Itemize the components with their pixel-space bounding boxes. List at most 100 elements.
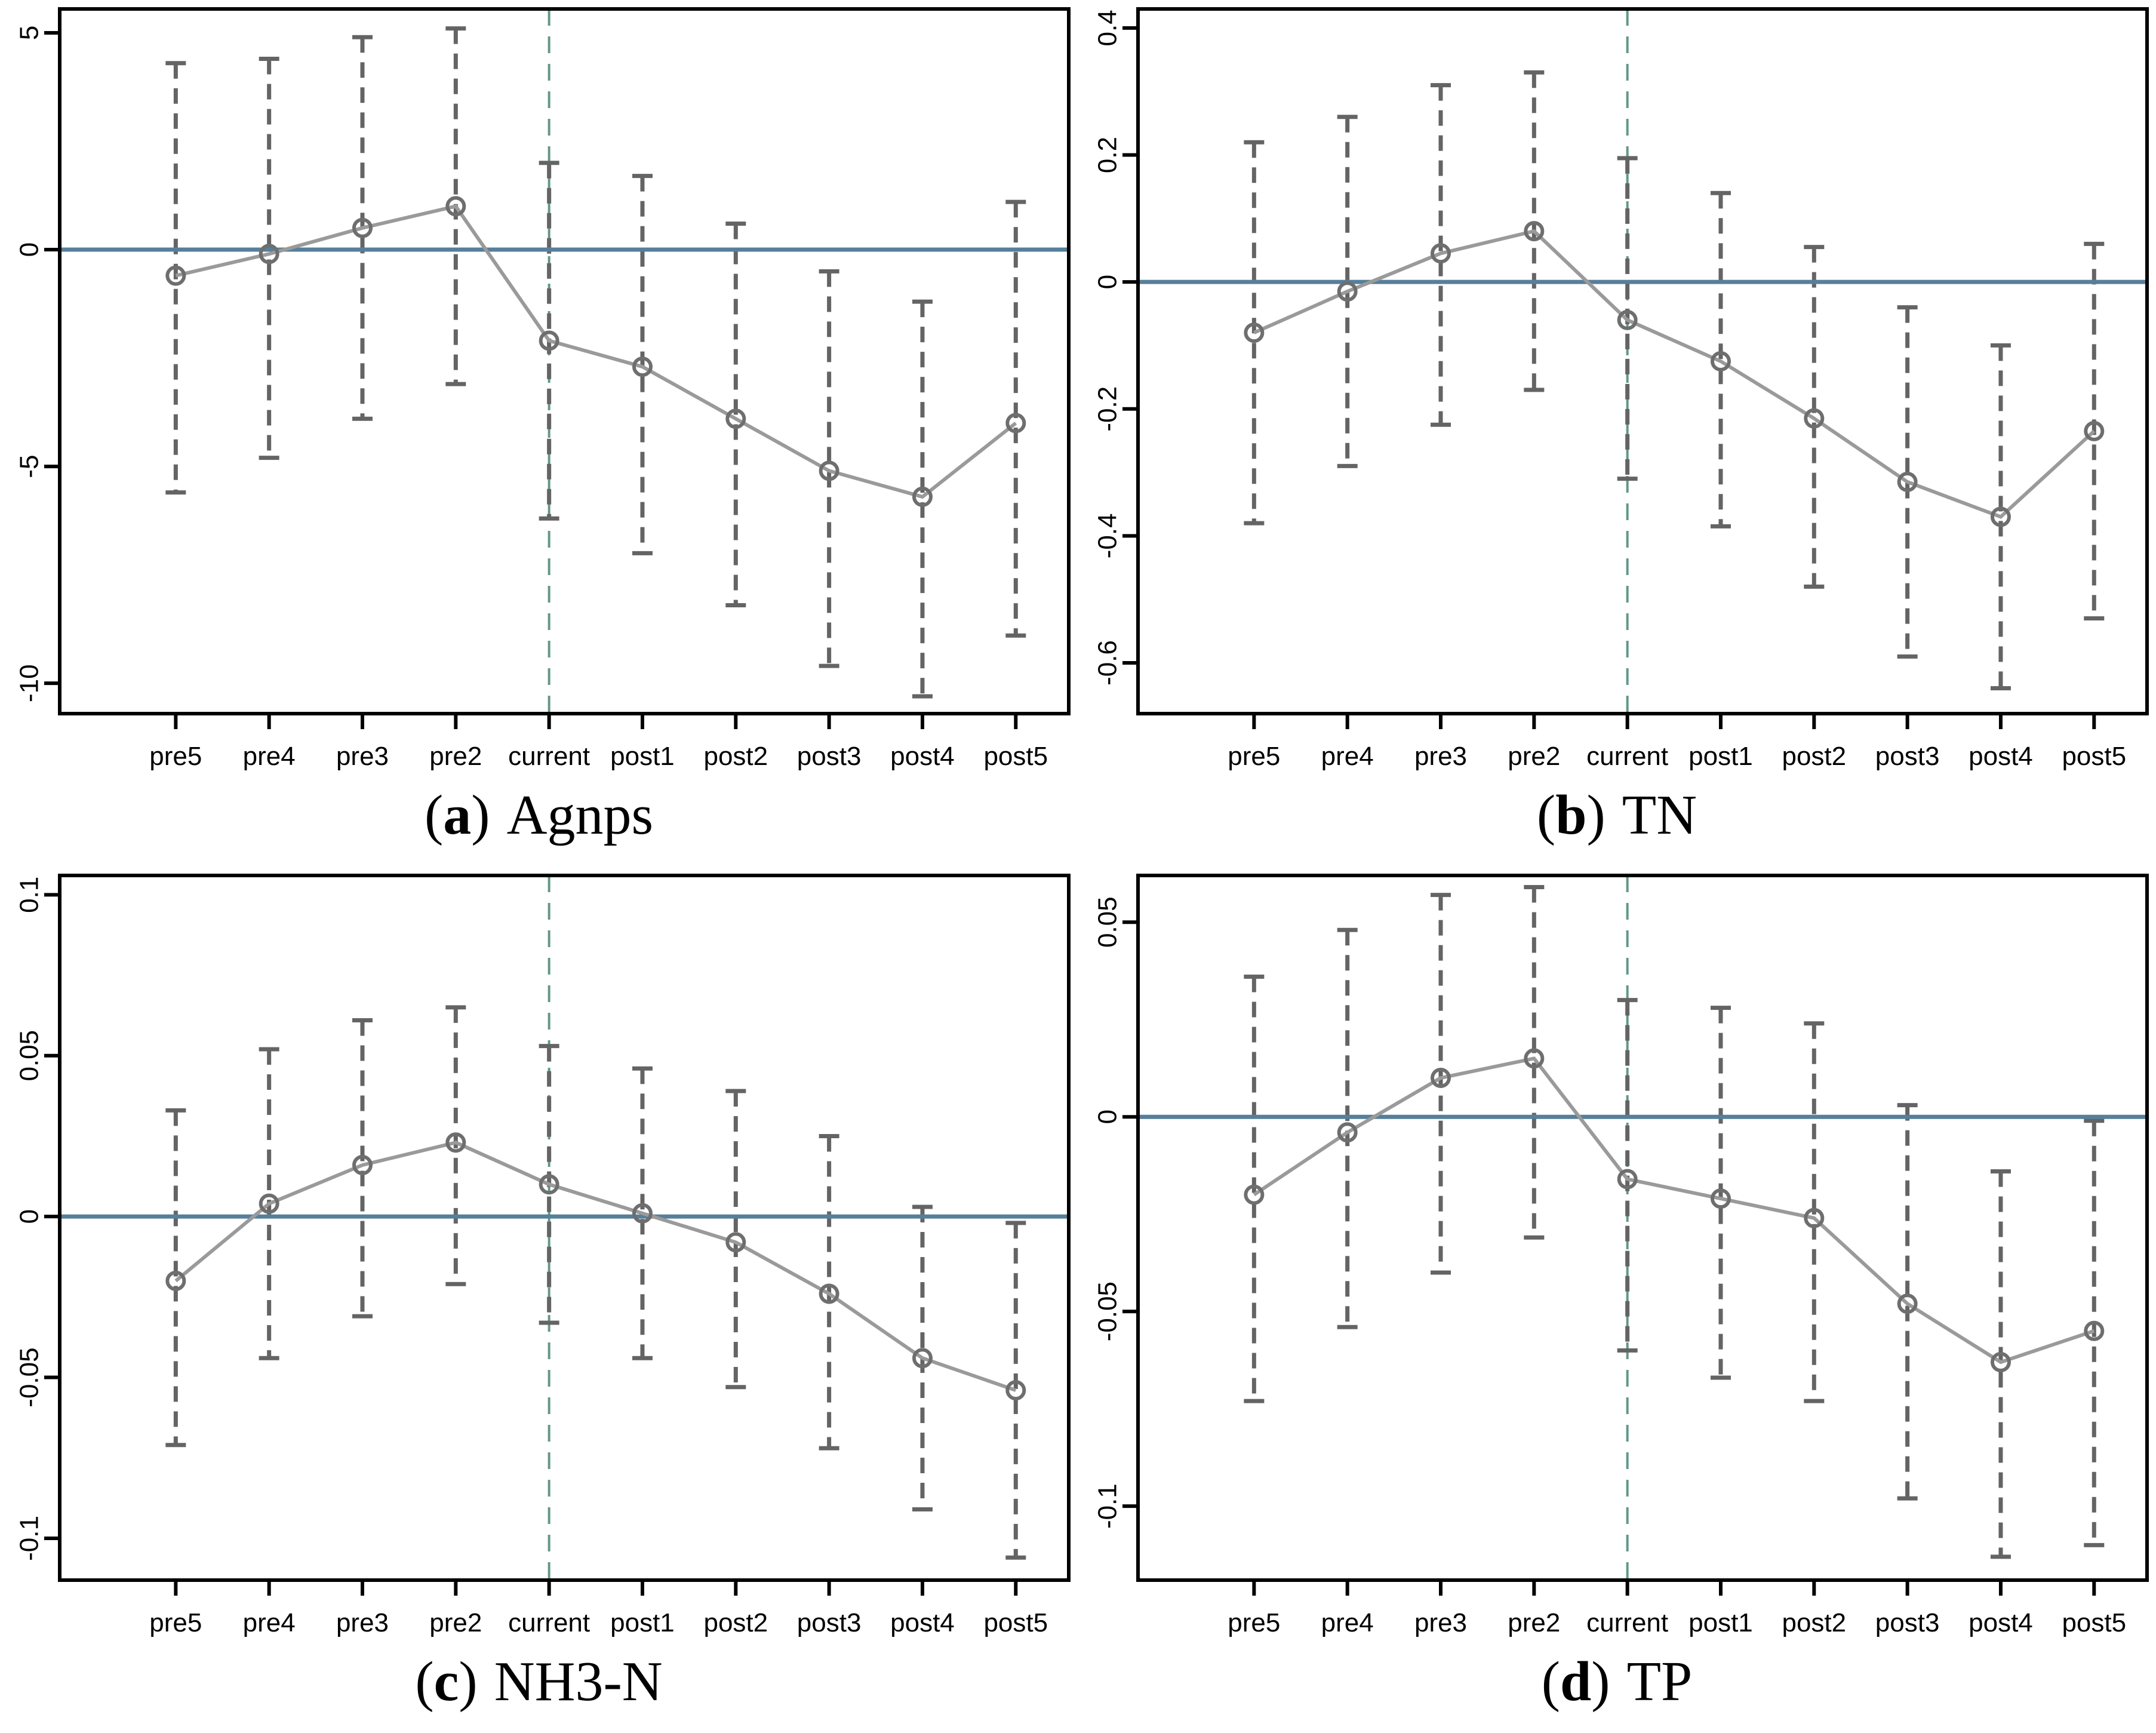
- x-tick-label: pre5: [149, 1608, 202, 1637]
- y-tick-label: 0.2: [1093, 137, 1122, 173]
- point-marker: [1803, 1207, 1824, 1228]
- x-tick-label: post4: [1969, 1608, 2033, 1637]
- x-tick-label: post5: [983, 1608, 1048, 1637]
- caption-letter: c: [433, 1651, 459, 1713]
- x-tick-label: pre3: [336, 1608, 389, 1637]
- x-tick-label: pre3: [1414, 1608, 1466, 1637]
- point-marker: [1803, 408, 1824, 429]
- y-tick-label: -0.4: [1093, 513, 1122, 558]
- panel-c-caption: (c) NH3-N: [415, 1651, 662, 1713]
- x-tick-label: post2: [1782, 1608, 1846, 1637]
- y-tick-label: 0.1: [14, 877, 44, 913]
- plot-frame: [1136, 874, 2149, 1582]
- y-tick-label: -0.05: [1093, 1282, 1122, 1341]
- panel-c: 0.1 0.05 0 -0.05 -0.1 pre5 pre4 pre3 pre2 current…: [0, 866, 1078, 1733]
- markers: [165, 196, 1026, 507]
- y-tick-label: 0: [1093, 275, 1122, 289]
- point-marker: [1990, 1351, 2011, 1372]
- x-tick-label: pre2: [1508, 1608, 1560, 1637]
- panel-d-caption: (d) TP: [1542, 1651, 1693, 1713]
- caption-letter: a: [443, 784, 472, 846]
- panel-c-plot: 0.1 0.05 0 -0.05 -0.1 pre5 pre4 pre3 pre2 current…: [14, 874, 1071, 1637]
- point-marker: [725, 408, 746, 429]
- y-tick-label: 5: [14, 26, 44, 40]
- x-tick-label: pre2: [1508, 742, 1560, 771]
- y-axis: 5 0 -5 -10: [14, 26, 60, 702]
- point-marker: [1337, 1122, 1358, 1143]
- x-tick-label: post1: [610, 1608, 675, 1637]
- point-marker: [352, 217, 373, 238]
- x-axis: pre5 pre4 pre3 pre2 current post1 post2 post3 po…: [149, 714, 1048, 771]
- point-marker: [1897, 1293, 1918, 1314]
- x-tick-label: pre5: [1228, 1608, 1280, 1637]
- series-line: [175, 204, 1017, 499]
- point-marker: [1897, 471, 1918, 492]
- x-tick-label: pre4: [1321, 1608, 1373, 1637]
- point-marker: [725, 1232, 746, 1253]
- plot-frame: [58, 874, 1071, 1582]
- point-marker: [819, 460, 839, 481]
- x-tick-label: pre4: [1321, 742, 1373, 771]
- point-marker: [632, 357, 653, 377]
- panel-b-caption: (b) TN: [1536, 784, 1697, 846]
- plot-frame: [58, 7, 1071, 715]
- point-marker: [1005, 1380, 1026, 1401]
- caption-label: Agnps: [506, 784, 654, 846]
- point-marker: [1337, 281, 1358, 302]
- y-tick-label: 0: [14, 1209, 44, 1224]
- panel-a-plot: 5 0 -5 -10 pre5 pre4 pre3 pre2 current post1 post2…: [14, 7, 1071, 771]
- caption-letter: d: [1560, 1651, 1592, 1713]
- point-marker: [1617, 1169, 1638, 1190]
- caption-label: TP: [1626, 1651, 1693, 1713]
- y-tick-label: 0: [1093, 1110, 1122, 1124]
- point-marker: [445, 196, 466, 217]
- plot-frame: [1136, 7, 2149, 715]
- point-marker: [352, 1154, 373, 1175]
- caption-close-paren: ): [471, 784, 490, 846]
- point-marker: [1523, 1048, 1544, 1069]
- x-tick-label: post3: [797, 1608, 862, 1637]
- point-marker: [165, 1270, 186, 1291]
- x-tick-label: post2: [703, 742, 768, 771]
- x-tick-label: pre2: [429, 1608, 482, 1637]
- x-tick-label: pre5: [149, 742, 202, 771]
- x-tick-label: post5: [983, 742, 1048, 771]
- y-axis: 0.1 0.05 0 -0.05 -0.1: [14, 877, 60, 1561]
- caption-letter: b: [1555, 784, 1587, 846]
- point-marker: [539, 330, 559, 351]
- point-marker: [632, 1203, 653, 1224]
- x-tick-label: post2: [1782, 742, 1846, 771]
- panel-b-plot: 0.4 0.2 0 -0.2 -0.4 -0.6 pre5 pre4 pre3 pre2 curre…: [1093, 7, 2149, 771]
- point-marker: [1430, 243, 1451, 264]
- series-line: [1253, 229, 2095, 519]
- x-tick-label: post1: [1688, 742, 1753, 771]
- x-tick-label: post4: [1969, 742, 2033, 771]
- point-marker: [2083, 1320, 2104, 1341]
- point-marker: [1523, 221, 1544, 242]
- x-tick-label: pre4: [243, 1608, 296, 1637]
- point-marker: [1710, 351, 1731, 371]
- y-tick-label: -0.6: [1093, 640, 1122, 686]
- caption-open-paren: (: [415, 1651, 434, 1713]
- y-tick-label: 0: [14, 242, 44, 257]
- x-tick-label: pre3: [1414, 742, 1466, 771]
- x-tick-label: post3: [797, 742, 862, 771]
- x-tick-label: pre3: [336, 742, 389, 771]
- point-marker: [259, 244, 279, 265]
- point-marker: [165, 265, 186, 286]
- y-tick-label: 0.05: [1093, 896, 1122, 948]
- x-tick-label: current: [1586, 742, 1668, 771]
- markers: [165, 1132, 1026, 1401]
- point-marker: [1243, 1184, 1264, 1205]
- x-tick-label: post1: [610, 742, 675, 771]
- point-marker: [259, 1193, 279, 1214]
- caption-open-paren: (: [1536, 784, 1556, 846]
- caption-close-paren: ): [1586, 784, 1606, 846]
- point-marker: [1710, 1188, 1731, 1209]
- x-tick-label: post4: [890, 742, 955, 771]
- y-tick-label: -10: [14, 664, 44, 702]
- error-bars: [1243, 70, 2104, 690]
- point-marker: [1243, 322, 1264, 343]
- y-tick-label: 0.4: [1093, 10, 1122, 46]
- x-tick-label: pre5: [1228, 742, 1280, 771]
